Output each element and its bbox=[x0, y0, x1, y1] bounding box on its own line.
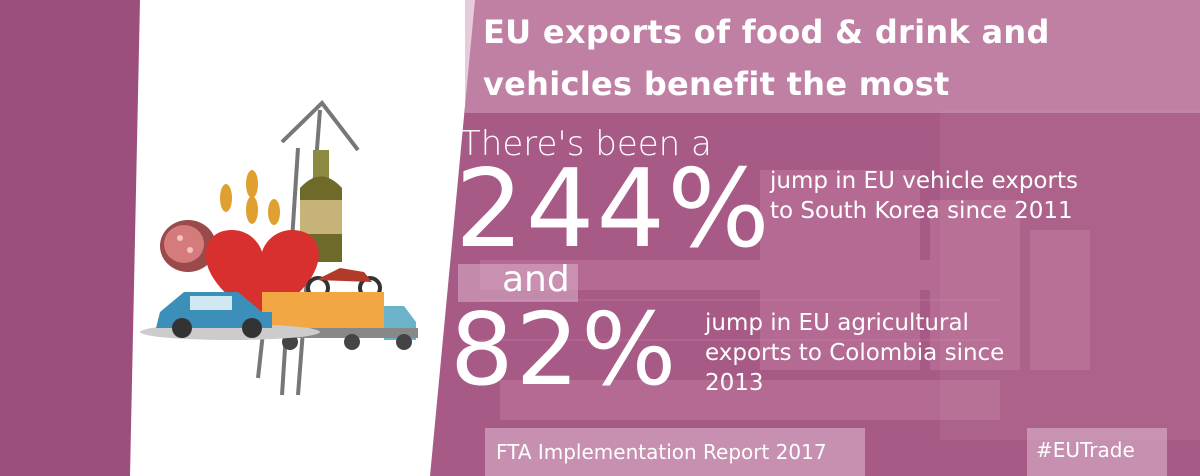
stat-vehicles-value: 244% bbox=[455, 147, 772, 272]
truck-icon bbox=[262, 292, 418, 350]
stat-vehicles-description: jump in EU vehicle exports to South Kore… bbox=[770, 168, 1078, 224]
stat-agriculture-description: jump in EU agricultural exports to Colom… bbox=[705, 310, 1005, 396]
headline: EU exports of food & drink and vehicles … bbox=[483, 13, 1050, 103]
car-icon bbox=[140, 292, 320, 340]
intro-text: There's been a bbox=[460, 124, 712, 164]
conjunction-background bbox=[458, 264, 578, 302]
source-background bbox=[485, 428, 865, 476]
stat-agriculture-value: 82% bbox=[450, 291, 679, 408]
conjunction-text: and bbox=[502, 259, 570, 300]
source-label: FTA Implementation Report 2017 bbox=[496, 440, 827, 464]
salami-icon bbox=[160, 220, 216, 272]
title-background bbox=[465, 0, 1200, 113]
hashtag-link[interactable]: #EUTrade bbox=[1036, 438, 1135, 462]
hashtag-background bbox=[1027, 428, 1167, 476]
wheat-icon bbox=[220, 170, 280, 225]
